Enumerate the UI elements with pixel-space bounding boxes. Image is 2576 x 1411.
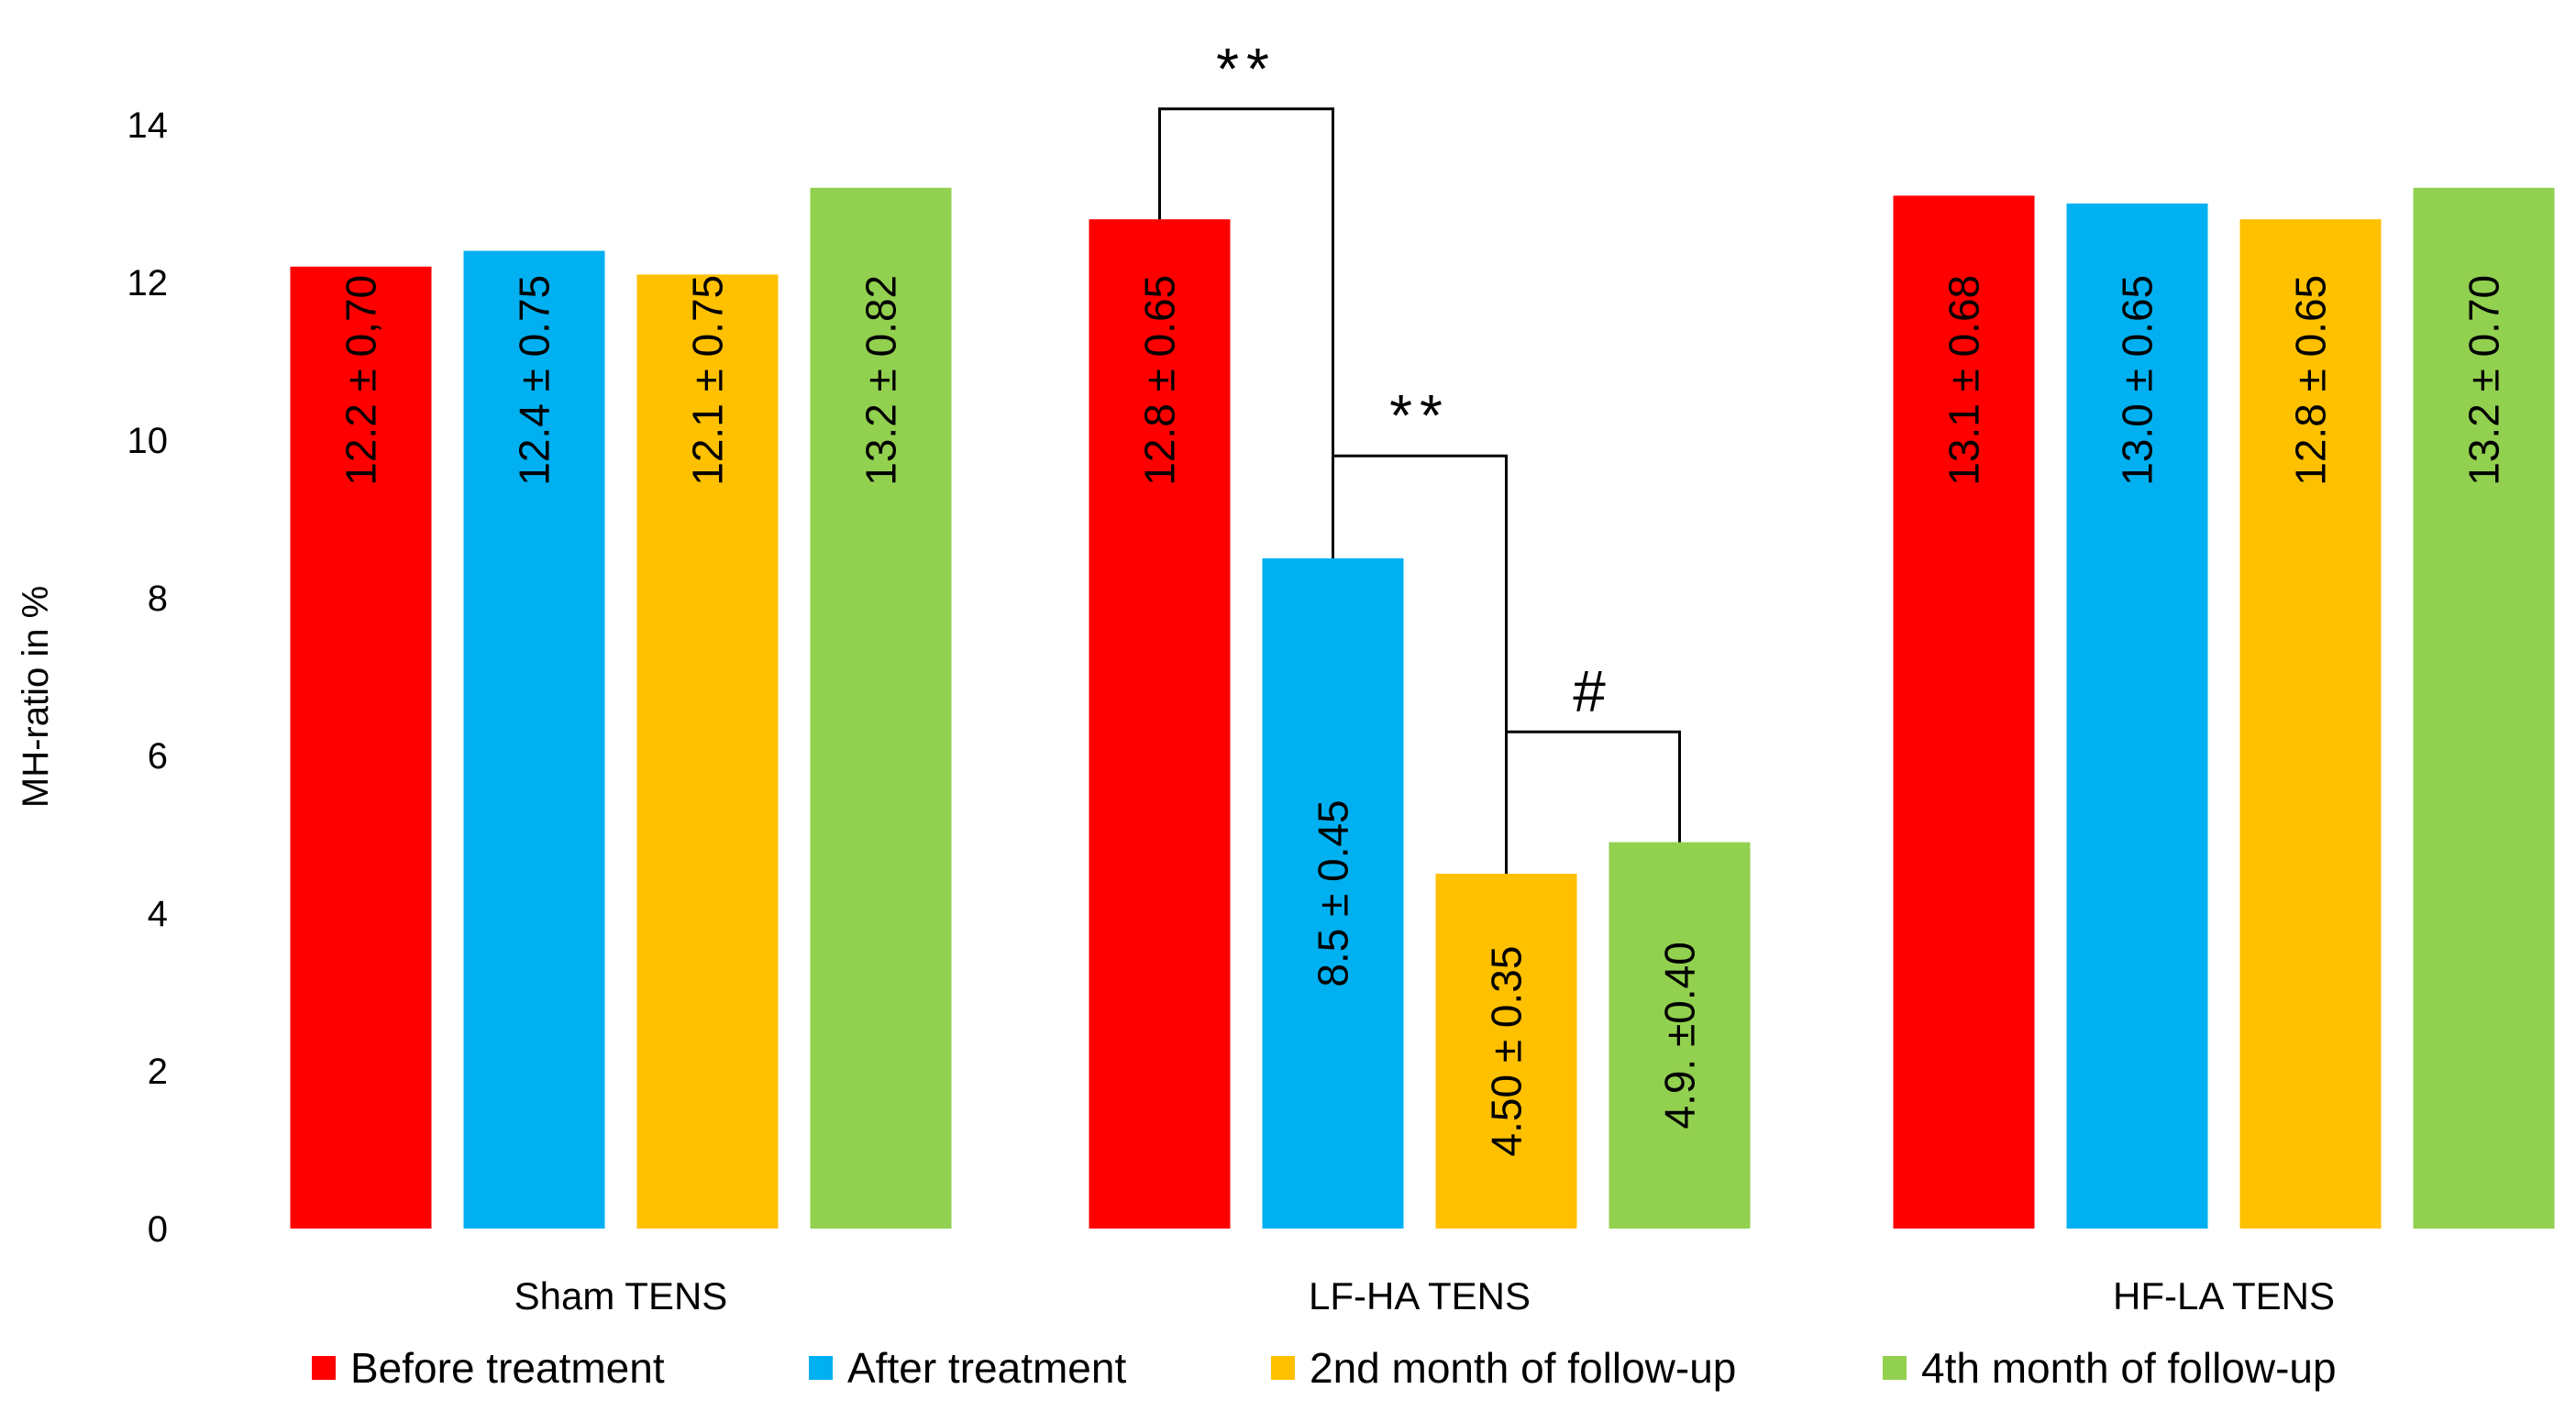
bar-value-label: 12.8 ± 0.65 xyxy=(2287,275,2335,486)
bar xyxy=(1609,842,1751,1229)
bar-value-label: 13.1 ± 0.68 xyxy=(1940,275,1988,486)
y-tick-label: 0 xyxy=(148,1209,168,1250)
category-label: LF-HA TENS xyxy=(1309,1274,1531,1317)
legend: Before treatment After treatment 2nd month… xyxy=(312,1344,2337,1392)
bar-value-label: 13.2 ± 0.82 xyxy=(857,275,905,486)
bar xyxy=(2066,204,2208,1229)
legend-swatch xyxy=(1271,1356,1295,1380)
category-label: Sham TENS xyxy=(514,1274,728,1317)
bar-value-label: 12.2 ± 0,70 xyxy=(337,275,385,486)
y-tick-label: 14 xyxy=(127,105,169,146)
y-axis-title: MH-ratio in % xyxy=(16,586,56,808)
bar-value-label: 4.9. ±0.40 xyxy=(1656,942,1704,1129)
bar xyxy=(1089,219,1231,1229)
bar xyxy=(1435,874,1577,1229)
bar xyxy=(2413,187,2555,1229)
y-tick-label: 4 xyxy=(148,894,168,934)
bar-value-labels: 12.2 ± 0,70 12.8 ± 0.65 13.1 ± 0.68 12.4 ± … xyxy=(337,275,2508,1157)
legend-label: 2nd month of follow-up xyxy=(1310,1344,1736,1392)
significance-marker: # xyxy=(1573,658,1613,724)
bar xyxy=(810,187,952,1229)
bars xyxy=(290,187,2555,1229)
y-axis-ticks: 0 2 4 6 8 10 12 14 xyxy=(127,105,169,1250)
bar xyxy=(463,250,605,1229)
bar xyxy=(636,274,779,1229)
bar xyxy=(290,266,432,1229)
y-tick-label: 8 xyxy=(148,579,168,619)
legend-swatch xyxy=(809,1356,833,1380)
bar xyxy=(2239,219,2382,1229)
legend-label: After treatment xyxy=(847,1344,1126,1392)
bar-value-label: 4.50 ± 0.35 xyxy=(1483,946,1531,1157)
significance-bracket xyxy=(1158,107,1334,558)
bar xyxy=(1893,195,2035,1229)
bar-value-label: 12.1 ± 0.75 xyxy=(684,275,732,486)
y-tick-label: 10 xyxy=(127,421,169,461)
legend-swatch xyxy=(312,1356,336,1380)
bar-value-label: 8.5 ± 0.45 xyxy=(1310,799,1357,987)
bar xyxy=(1262,558,1404,1229)
bar-value-label: 13.2 ± 0.70 xyxy=(2460,275,2508,486)
category-labels: Sham TENS LF-HA TENS HF-LA TENS xyxy=(514,1274,2335,1317)
legend-swatch xyxy=(1883,1356,1907,1380)
bar-value-label: 12.8 ± 0.65 xyxy=(1136,275,1184,486)
legend-label: 4th month of follow-up xyxy=(1921,1344,2337,1392)
significance-marker: ** xyxy=(1389,382,1450,448)
significance-bracket xyxy=(1332,454,1508,874)
significance-bracket xyxy=(1505,730,1681,874)
significance-brackets: ** ** # xyxy=(1158,36,1681,874)
y-tick-label: 12 xyxy=(127,263,169,303)
y-tick-label: 2 xyxy=(148,1052,168,1092)
significance-marker: ** xyxy=(1216,36,1277,102)
bar-value-label: 13.0 ± 0.65 xyxy=(2114,275,2161,486)
y-tick-label: 6 xyxy=(148,736,168,777)
bar-value-label: 12.4 ± 0.75 xyxy=(511,275,558,486)
legend-label: Before treatment xyxy=(350,1344,665,1392)
category-label: HF-LA TENS xyxy=(2113,1274,2335,1317)
